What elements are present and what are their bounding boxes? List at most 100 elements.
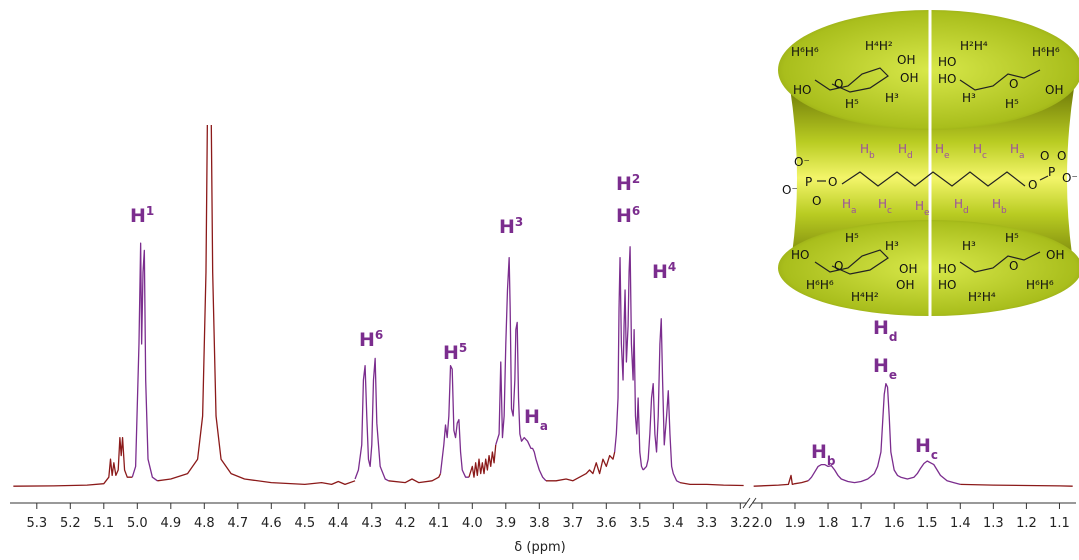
x-tick-label: 3.2 <box>730 516 751 531</box>
chain-labels: Hb Hd He Hc Ha Ha Hc He Hd Hb <box>842 142 1025 218</box>
x-tick-label: 1.6 <box>884 516 905 531</box>
peak-label: Ha <box>524 406 548 433</box>
atom-label: O⁻ <box>782 183 798 197</box>
spectrum-trace <box>960 483 1073 487</box>
ring-label: H⁵ <box>845 97 859 111</box>
chain-label: Hb <box>992 197 1007 216</box>
atom-label: O <box>812 194 821 208</box>
ring-label: H³ <box>885 239 899 253</box>
chain-label: He <box>935 142 950 161</box>
x-tick-label: 1.9 <box>785 516 806 531</box>
spectrum-trace <box>546 451 616 482</box>
ring-label: O <box>1009 77 1018 91</box>
peak-label: H1 <box>130 204 154 227</box>
x-tick-label: 4.2 <box>395 516 416 531</box>
ring-label: OH <box>896 278 914 292</box>
peak-label: H3 <box>499 215 523 238</box>
x-tick-label: 1.1 <box>1049 516 1070 531</box>
inset-structure: H⁶H⁶ H⁴H² HO O OH OH H⁵ H³ H²H⁴ H⁶H⁶ HO … <box>778 8 1079 318</box>
ring-label: HO <box>793 83 811 97</box>
x-tick-label: 1.7 <box>851 516 872 531</box>
x-tick-label: 3.5 <box>629 516 650 531</box>
x-tick-label: 5.2 <box>60 516 81 531</box>
x-tick-label: 3.4 <box>663 516 684 531</box>
peak-label: Hd <box>873 317 898 344</box>
x-tick-label: 3.3 <box>696 516 717 531</box>
ring-top-left: H⁶H⁶ H⁴H² HO O OH OH H⁵ H³ <box>791 39 918 111</box>
ring-label: H³ <box>962 91 976 105</box>
ring-label: OH <box>1046 248 1064 262</box>
ring-label: H²H⁴ <box>968 290 996 304</box>
spectrum-trace <box>388 473 442 484</box>
spectrum-trace <box>131 242 158 482</box>
x-axis-label: δ (ppm) <box>514 540 565 555</box>
atom-label: P <box>1048 165 1055 179</box>
ring-label: H⁵ <box>1005 231 1019 245</box>
atom-label: O⁻ <box>1062 171 1078 185</box>
spectrum-trace <box>679 481 744 487</box>
ring-top-right: H²H⁴ H⁶H⁶ HO HO O OH H³ H⁵ <box>938 39 1063 111</box>
peak-label: H6 <box>616 204 640 227</box>
spectrum-trace <box>439 364 469 478</box>
x-tick-label: 4.0 <box>462 516 483 531</box>
spectrum-trace <box>468 444 497 478</box>
x-tick-label: 3.8 <box>529 516 550 531</box>
ring-label: OH <box>899 262 917 276</box>
x-tick-label: 4.4 <box>328 516 349 531</box>
spectrum-trace <box>753 474 809 487</box>
ring-label: O <box>834 259 843 273</box>
atom-label: O <box>1040 149 1049 163</box>
ring-label: OH <box>1045 83 1063 97</box>
spectrum-trace <box>13 436 133 487</box>
atom-label: P <box>805 175 812 189</box>
spectrum-trace <box>807 382 961 486</box>
x-tick-label: 4.8 <box>194 516 215 531</box>
x-tick-label: 4.6 <box>261 516 282 531</box>
ring-label: HO <box>791 248 809 262</box>
x-tick-label: 1.4 <box>950 516 971 531</box>
ring-label: HO <box>938 262 956 276</box>
peak-label: H2 <box>616 172 640 195</box>
ring-label: H⁴H² <box>851 290 879 304</box>
ring-label: H²H⁴ <box>960 39 988 53</box>
ring-label: O <box>834 77 843 91</box>
atom-label: O⁻ <box>794 155 810 169</box>
peak-label: Hc <box>915 435 938 462</box>
ring-label: H³ <box>962 239 976 253</box>
ring-label: HO <box>938 55 956 69</box>
spectrum-trace <box>642 318 681 484</box>
x-tick-label: 1.8 <box>818 516 839 531</box>
x-tick-label: 1.5 <box>917 516 938 531</box>
spectrum-trace <box>495 256 547 482</box>
x-tick-label: 3.6 <box>596 516 617 531</box>
ring-label: HO <box>938 278 956 292</box>
ring-label: H⁴H² <box>865 39 893 53</box>
x-tick-label: 1.2 <box>1016 516 1037 531</box>
peak-label: H6 <box>359 328 383 351</box>
ring-label: H⁶H⁶ <box>1032 45 1060 59</box>
spectrum-trace <box>157 125 356 486</box>
x-tick-label: 1.3 <box>983 516 1004 531</box>
atom-label: O <box>828 175 837 189</box>
atom-label: O <box>1028 178 1037 192</box>
chain-label: Ha <box>1010 142 1025 161</box>
x-tick-label: 4.3 <box>361 516 382 531</box>
chain-label: Ha <box>842 197 857 216</box>
ring-label: H⁶H⁶ <box>791 45 819 59</box>
atom-label: O <box>1057 149 1066 163</box>
chain-label: Hd <box>898 142 913 161</box>
x-tick-label: 5.1 <box>93 516 114 531</box>
ring-label: HO <box>938 72 956 86</box>
ring-label: H³ <box>885 91 899 105</box>
peak-label: He <box>873 355 897 382</box>
x-tick-label: 4.9 <box>160 516 181 531</box>
ring-bottom-right: H³ H⁵ HO HO O OH H²H⁴ H⁶H⁶ <box>938 231 1064 304</box>
ring-label: O <box>1009 259 1018 273</box>
peak-label: H5 <box>443 341 467 364</box>
peak-label: Hb <box>811 441 836 468</box>
x-tick-label: 3.7 <box>562 516 583 531</box>
ring-label: H⁶H⁶ <box>1026 278 1054 292</box>
phosphate-right: O P O O O⁻ <box>1028 149 1078 192</box>
x-tick-label: 5.0 <box>127 516 148 531</box>
x-tick-label: 3.9 <box>495 516 516 531</box>
